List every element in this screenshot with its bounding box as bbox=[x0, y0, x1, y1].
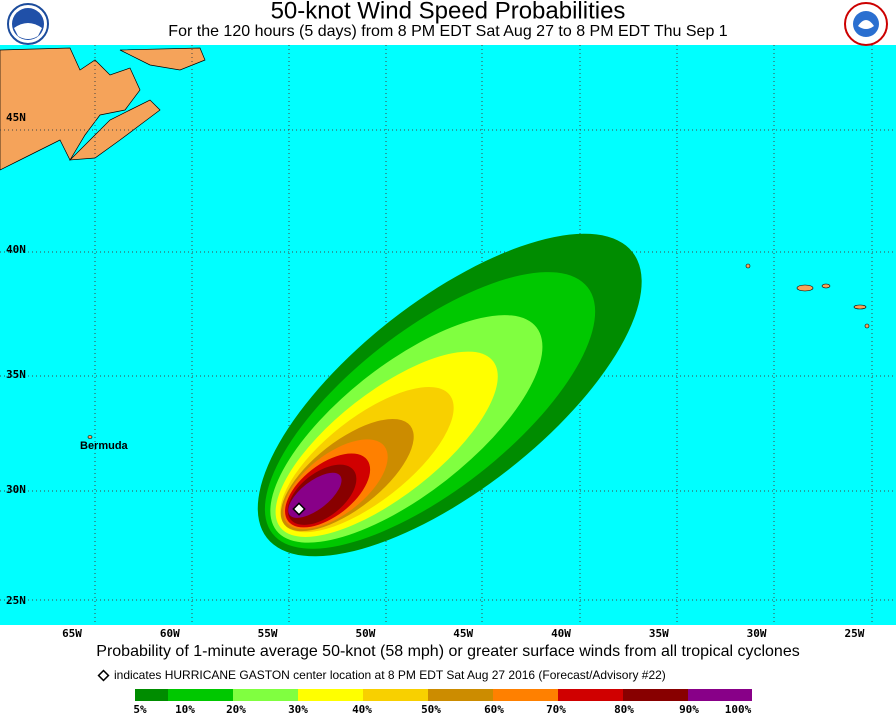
latitude-label: 45N bbox=[6, 111, 26, 124]
legend-label: 40% bbox=[352, 703, 372, 716]
legend-label: 90% bbox=[679, 703, 699, 716]
legend-label: 30% bbox=[288, 703, 308, 716]
legend-label: 70% bbox=[546, 703, 566, 716]
legend-swatch bbox=[428, 689, 493, 701]
place-label: Bermuda bbox=[80, 440, 129, 452]
longitude-label: 65W bbox=[62, 627, 82, 640]
longitude-label: 55W bbox=[258, 627, 278, 640]
longitude-label: 60W bbox=[160, 627, 180, 640]
storm-marker bbox=[292, 502, 306, 516]
legend-label: 20% bbox=[226, 703, 246, 716]
legend-label: 100% bbox=[725, 703, 752, 716]
legend-swatch bbox=[623, 689, 688, 701]
legend-label: 80% bbox=[614, 703, 634, 716]
nws-logo bbox=[844, 2, 888, 46]
latitude-label: 25N bbox=[6, 594, 26, 607]
latitude-label: 35N bbox=[6, 368, 26, 381]
legend-label: 10% bbox=[175, 703, 195, 716]
land bbox=[0, 47, 141, 171]
legend-label: 60% bbox=[484, 703, 504, 716]
legend-swatch bbox=[298, 689, 363, 701]
legend-swatch bbox=[493, 689, 558, 701]
title: 50-knot Wind Speed Probabilities bbox=[271, 0, 626, 24]
legend: 5% 10% 20% 30% 40% 50% 60% 70% 80% 90% 100% bbox=[133, 689, 752, 716]
islands bbox=[87, 263, 870, 439]
longitude-label: 50W bbox=[355, 627, 375, 640]
longitude-label: 40W bbox=[551, 627, 571, 640]
marker-symbol bbox=[97, 669, 110, 682]
latitude-label: 30N bbox=[6, 483, 26, 496]
legend-swatch bbox=[688, 689, 752, 701]
legend-swatch bbox=[135, 689, 168, 701]
longitude-label: 30W bbox=[747, 627, 767, 640]
legend-label: 5% bbox=[133, 703, 147, 716]
longitude-label: 35W bbox=[649, 627, 669, 640]
legend-swatch bbox=[233, 689, 298, 701]
longitude-label: 25W bbox=[844, 627, 864, 640]
legend-swatch bbox=[558, 689, 623, 701]
legend-swatch bbox=[168, 689, 233, 701]
longitude-label: 45W bbox=[453, 627, 473, 640]
caption: Probability of 1-minute average 50-knot … bbox=[96, 643, 799, 660]
probability-contours bbox=[257, 233, 642, 557]
subtitle: For the 120 hours (5 days) from 8 PM EDT… bbox=[168, 23, 727, 40]
noaa-logo bbox=[7, 3, 49, 45]
marker-note: indicates HURRICANE GASTON center locati… bbox=[114, 668, 666, 682]
latitude-label: 40N bbox=[6, 243, 26, 256]
legend-swatch bbox=[363, 689, 428, 701]
legend-label: 50% bbox=[421, 703, 441, 716]
